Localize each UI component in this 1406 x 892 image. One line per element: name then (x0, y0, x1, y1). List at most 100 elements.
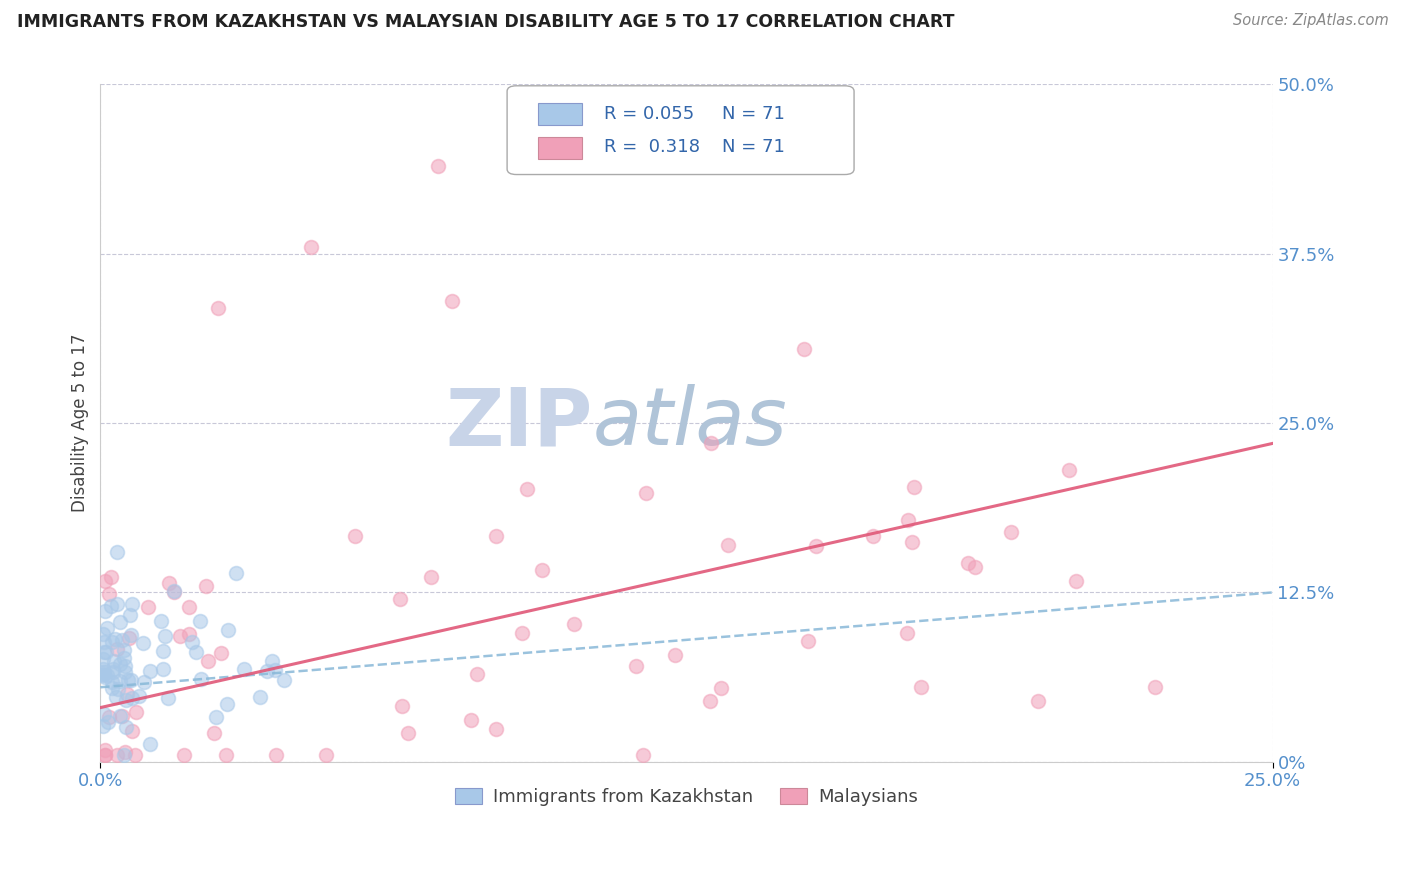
Point (93, 645, 115, 659)
Point (215, 747, 238, 762)
Point (426, 159, 449, 173)
Point (797, 633, 820, 648)
Point (389, 592, 412, 607)
Point (169, 629, 191, 643)
Point (391, 698, 413, 713)
Point (128, 689, 150, 703)
Point (152, 644, 174, 658)
Point (910, 680, 932, 694)
Point (121, 597, 143, 611)
Point (460, 713, 482, 727)
Y-axis label: Disability Age 5 to 17: Disability Age 5 to 17 (72, 334, 89, 512)
Point (94, 747, 117, 762)
Point (233, 662, 256, 676)
Point (118, 607, 141, 622)
Point (110, 709, 132, 723)
Point (98, 587, 121, 601)
Point (903, 480, 925, 494)
Point (344, 529, 367, 543)
Point (186, 645, 208, 659)
Point (114, 745, 136, 759)
Point (91, 662, 114, 676)
Point (101, 681, 124, 695)
Point (562, 616, 585, 631)
Point (125, 705, 148, 719)
Point (217, 697, 239, 711)
Point (100, 570, 122, 584)
Point (114, 659, 136, 673)
Point (110, 633, 132, 648)
Point (103, 632, 125, 647)
Point (256, 664, 278, 678)
Point (139, 664, 162, 678)
Point (1026, 694, 1049, 708)
Point (91, 668, 114, 682)
Point (121, 724, 143, 739)
Point (315, 747, 337, 762)
Bar (537, 137, 582, 159)
Text: ZIP: ZIP (446, 384, 593, 462)
Point (179, 627, 201, 641)
Point (197, 654, 219, 668)
Point (98, 710, 121, 724)
Point (101, 662, 124, 676)
Point (91, 666, 114, 681)
Point (112, 747, 135, 762)
Point (114, 665, 136, 680)
Point (150, 614, 173, 628)
Point (217, 623, 239, 637)
Point (100, 599, 122, 614)
Text: IMMIGRANTS FROM KAZAKHSTAN VS MALAYSIAN DISABILITY AGE 5 TO 17 CORRELATION CHART: IMMIGRANTS FROM KAZAKHSTAN VS MALAYSIAN … (17, 13, 955, 31)
Point (157, 575, 180, 590)
Point (225, 566, 247, 581)
Point (793, 342, 815, 356)
Point (262, 654, 284, 668)
Point (1000, 524, 1022, 539)
Point (94, 743, 117, 757)
Point (121, 690, 143, 705)
Point (804, 539, 827, 553)
Point (209, 646, 232, 660)
Point (105, 641, 128, 656)
Point (117, 673, 139, 687)
Point (94, 747, 117, 762)
Point (105, 690, 128, 705)
Point (103, 665, 125, 679)
Point (96, 621, 118, 635)
Point (115, 720, 138, 734)
Point (485, 528, 508, 542)
Point (516, 482, 538, 496)
Point (107, 747, 129, 762)
Point (91, 719, 114, 733)
Point (139, 737, 162, 751)
Point (700, 436, 723, 450)
Point (157, 691, 180, 706)
Point (485, 723, 508, 737)
Point (97, 715, 120, 730)
Point (121, 628, 143, 642)
Point (900, 534, 922, 549)
Point (101, 674, 124, 689)
Point (115, 687, 138, 701)
Point (396, 726, 419, 740)
Point (107, 682, 129, 697)
Point (897, 513, 920, 527)
Point (180, 635, 202, 649)
Point (717, 538, 740, 552)
Point (115, 693, 138, 707)
Point (190, 672, 212, 686)
Point (510, 626, 533, 640)
Point (114, 651, 136, 665)
Point (862, 529, 884, 543)
Point (93, 604, 115, 618)
Point (710, 681, 733, 695)
Point (264, 747, 287, 762)
Text: N = 71: N = 71 (721, 138, 785, 156)
Point (624, 658, 647, 673)
FancyBboxPatch shape (508, 86, 853, 175)
Point (93, 706, 115, 721)
Point (273, 673, 295, 687)
Point (91, 627, 114, 641)
Point (108, 615, 131, 630)
Point (136, 599, 159, 614)
